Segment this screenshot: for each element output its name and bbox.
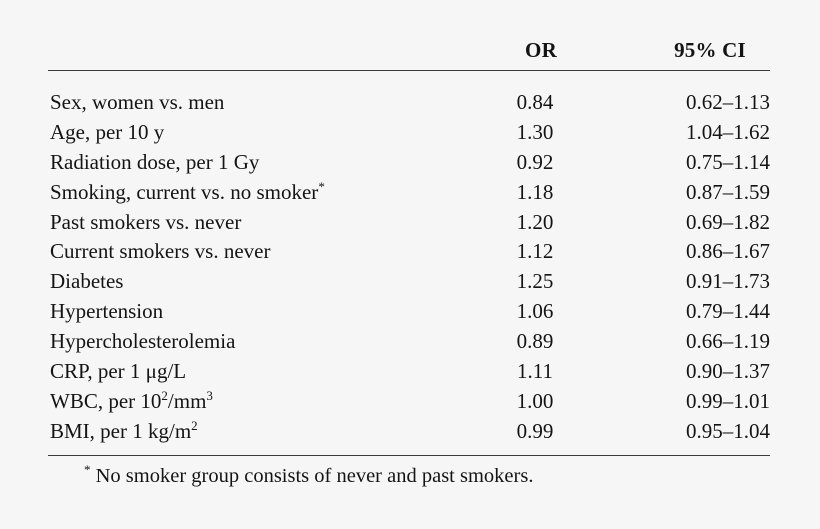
row-ci: 0.75–1.14	[686, 149, 770, 174]
row-ci: 0.87–1.59	[686, 179, 770, 204]
footnote-marker: *	[84, 462, 91, 477]
row-or: 1.12	[516, 239, 554, 264]
row-or: 0.89	[516, 329, 554, 354]
row-or: 0.92	[516, 149, 554, 174]
row-label-text: /mm	[167, 388, 207, 413]
table-row: BMI, per 1 kg/m2 0.99 0.95–1.04	[48, 417, 770, 447]
table-row: Sex, women vs. men 0.84 0.62–1.13	[48, 88, 770, 118]
row-label-text: WBC, per 10	[50, 388, 162, 413]
column-header-or: OR	[525, 38, 557, 62]
table-body: Sex, women vs. men 0.84 0.62–1.13 Age, p…	[48, 88, 770, 447]
table-row: CRP, per 1 μg/L 1.11 0.90–1.37	[48, 357, 770, 387]
row-or: 0.99	[516, 418, 554, 443]
row-ci: 0.69–1.82	[686, 209, 770, 234]
top-rule	[48, 70, 770, 71]
row-label: Radiation dose, per 1 Gy	[50, 149, 260, 174]
column-header-ci: 95% CI	[674, 38, 746, 62]
row-or: 0.84	[516, 90, 554, 114]
row-label: Sex, women vs. men	[50, 90, 225, 114]
table-footnote: * No smoker group consists of never and …	[84, 462, 533, 490]
row-label: Age, per 10 y	[50, 119, 165, 144]
table-row: Radiation dose, per 1 Gy 0.92 0.75–1.14	[48, 148, 770, 178]
row-or: 1.20	[516, 209, 554, 234]
row-label-text: Smoking, current vs. no smoker	[50, 179, 319, 204]
row-label: Past smokers vs. never	[50, 209, 242, 234]
row-ci: 0.86–1.67	[686, 239, 770, 264]
row-or: 1.00	[516, 388, 554, 413]
table-row: WBC, per 102/mm3 1.00 0.99–1.01	[48, 387, 770, 417]
table-row: Hypercholesterolemia 0.89 0.66–1.19	[48, 327, 770, 357]
row-label: CRP, per 1 μg/L	[50, 359, 187, 384]
row-label: Smoking, current vs. no smoker*	[50, 178, 325, 208]
row-label: BMI, per 1 kg/m2	[50, 417, 198, 447]
row-or: 1.25	[516, 269, 554, 294]
row-ci: 0.99–1.01	[686, 388, 770, 413]
row-ci: 0.79–1.44	[686, 299, 770, 324]
table-row: Age, per 10 y 1.30 1.04–1.62	[48, 118, 770, 148]
superscript: 3	[206, 387, 213, 403]
row-or: 1.11	[517, 359, 553, 384]
row-or: 1.06	[516, 299, 554, 324]
table-header: OR 95% CI	[48, 36, 770, 70]
row-label: Hypertension	[50, 299, 164, 324]
table-row: Diabetes 1.25 0.91–1.73	[48, 267, 770, 297]
row-label: Hypercholesterolemia	[50, 329, 236, 354]
row-ci: 0.62–1.13	[686, 90, 770, 114]
table-row: Hypertension 1.06 0.79–1.44	[48, 297, 770, 327]
row-ci: 0.90–1.37	[686, 359, 770, 384]
row-label-text: BMI, per 1 kg/m	[50, 418, 192, 443]
row-ci: 0.91–1.73	[686, 269, 770, 294]
row-label: Current smokers vs. never	[50, 239, 271, 264]
row-or: 1.18	[516, 179, 554, 204]
row-ci: 0.66–1.19	[686, 329, 770, 354]
row-label: WBC, per 102/mm3	[50, 387, 213, 417]
row-ci: 1.04–1.62	[686, 119, 770, 144]
footnote-marker: *	[318, 178, 325, 194]
row-or: 1.30	[516, 119, 554, 144]
row-ci: 0.95–1.04	[686, 418, 770, 443]
row-label: Diabetes	[50, 269, 124, 294]
superscript: 2	[161, 387, 168, 403]
table-row: Past smokers vs. never 1.20 0.69–1.82	[48, 208, 770, 238]
superscript: 2	[191, 417, 198, 433]
table-row: Current smokers vs. never 1.12 0.86–1.67	[48, 237, 770, 267]
table-row: Smoking, current vs. no smoker* 1.18 0.8…	[48, 178, 770, 208]
footnote-text: No smoker group consists of never and pa…	[90, 465, 534, 487]
bottom-rule	[48, 455, 770, 456]
